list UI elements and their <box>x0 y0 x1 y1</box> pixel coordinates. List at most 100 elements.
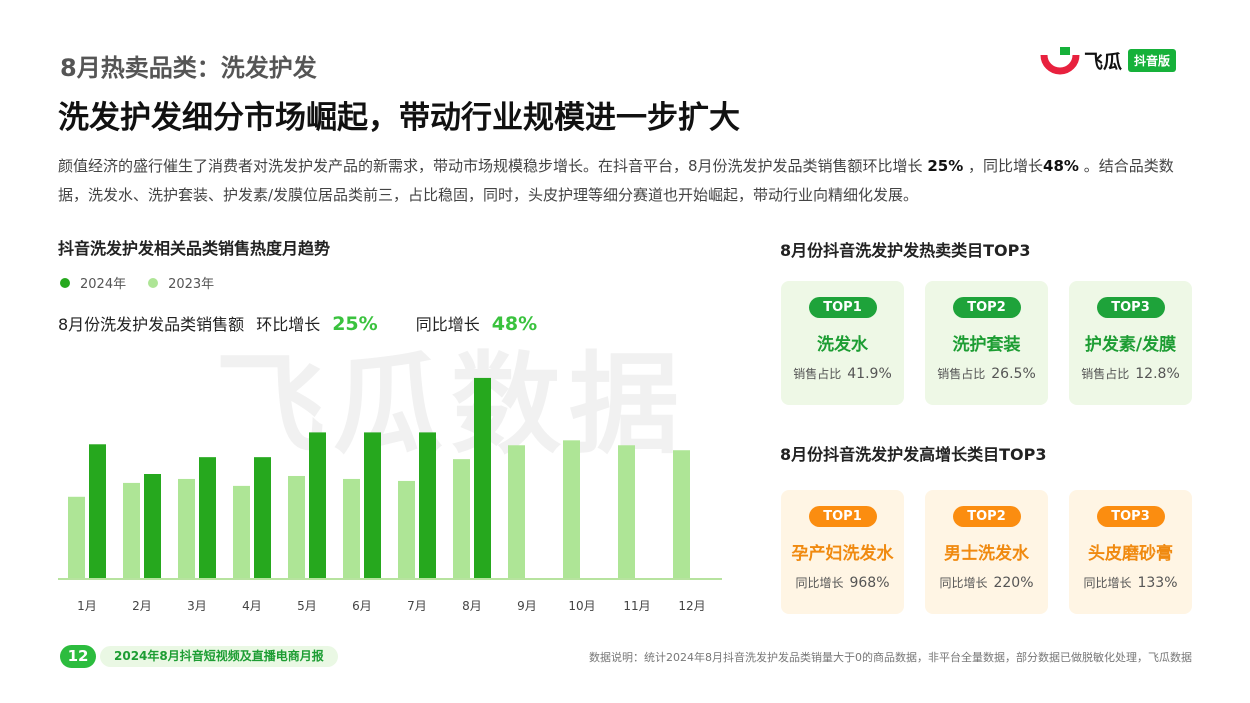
section-label: 8月热卖品类：洗发护发 <box>60 54 317 82</box>
x-tick-label: 7月 <box>407 599 427 613</box>
x-tick-label: 5月 <box>297 599 317 613</box>
bar-2023-7 <box>398 480 415 578</box>
intro-text-3: 。结合品类数据，洗发水、洗护套装、护发素/发膜位居品类前三，占比稳固，同时，头皮… <box>58 157 1174 204</box>
legend-swatch-2023 <box>148 277 159 288</box>
bar-2023-5 <box>288 475 305 578</box>
bar-2023-3 <box>178 478 195 578</box>
rank-badge: TOP2 <box>952 297 1021 318</box>
logo-text: 飞瓜 <box>1084 50 1123 73</box>
category-stat: 同比增长 133% <box>1069 574 1192 591</box>
category-name: 洗发水 <box>817 335 868 355</box>
bar-2024-1 <box>89 444 106 578</box>
category-name: 男士洗发水 <box>944 544 1029 564</box>
category-stat: 同比增长 968% <box>781 574 904 591</box>
intro-yoy: 48% <box>1043 157 1079 175</box>
stat-value: 220% <box>993 575 1034 591</box>
chart-title: 抖音洗发护发相关品类销售热度月趋势 <box>58 239 331 258</box>
bar-2024-8 <box>474 377 491 578</box>
bar-2023-12 <box>673 450 690 578</box>
stat-label: 销售占比 <box>1081 367 1130 381</box>
stat-label: 同比增长 <box>795 576 844 590</box>
monthly-sales-chart: 1月 2月 3月 4月 5月 6月 7月 8月 9月 10月 11月 12月 <box>58 377 722 613</box>
x-tick-label: 11月 <box>623 599 650 613</box>
stat-label: 同比增长 <box>939 576 988 590</box>
x-tick-label: 4月 <box>242 599 262 613</box>
x-tick-label: 6月 <box>352 599 372 613</box>
stat-value: 12.8% <box>1135 366 1180 382</box>
page-number: 12 <box>60 645 96 668</box>
page-title: 洗发护发细分市场崛起，带动行业规模进一步扩大 <box>58 100 740 136</box>
bar-2023-9 <box>508 445 525 578</box>
growth-top3-title: 8月份抖音洗发护发高增长类目TOP3 <box>780 445 1047 464</box>
rank-badge: TOP1 <box>808 297 877 318</box>
category-name: 洗护套装 <box>952 335 1021 355</box>
kpi-mom-value: 25% <box>332 313 378 335</box>
bar-2024-7 <box>419 432 436 578</box>
stat-label: 销售占比 <box>937 367 986 381</box>
kpi-mom-label: 环比增长 <box>256 315 321 334</box>
stat-value: 968% <box>849 575 890 591</box>
stat-label: 同比增长 <box>1083 576 1132 590</box>
bar-2023-6 <box>343 478 360 578</box>
stat-value: 133% <box>1137 575 1178 591</box>
category-stat: 销售占比 12.8% <box>1069 365 1192 382</box>
rank-badge: TOP3 <box>1096 506 1165 527</box>
intro-mom: 25% <box>927 157 964 175</box>
data-note: 数据说明：统计2024年8月抖音洗发护发品类销量大于0的商品数据，非平台全量数据… <box>589 651 1192 664</box>
stat-label: 销售占比 <box>793 367 842 381</box>
bar-2023-10 <box>563 440 580 578</box>
rank-badge: TOP3 <box>1096 297 1165 318</box>
kpi-label: 8月份洗发护发品类销售额 <box>58 315 245 334</box>
category-stat: 同比增长 220% <box>925 574 1048 591</box>
feigua-logo-icon <box>1040 47 1080 75</box>
x-tick-label: 2月 <box>132 599 152 613</box>
intro-paragraph: 颜值经济的盛行催生了消费者对洗发护发产品的新需求，带动市场规模稳步增长。在抖音平… <box>58 152 1198 210</box>
rank-badge: TOP2 <box>952 506 1021 527</box>
x-tick-label: 12月 <box>678 599 705 613</box>
bar-2023-11 <box>618 445 635 578</box>
bar-2023-4 <box>233 485 250 578</box>
category-name: 护发素/发膜 <box>1084 335 1177 355</box>
stat-value: 41.9% <box>847 366 892 382</box>
bar-2024-4 <box>254 457 271 578</box>
bar-2024-2 <box>144 474 161 578</box>
rank-badge: TOP1 <box>808 506 877 527</box>
bar-2024-6 <box>364 432 381 578</box>
legend-item-2023: 2023年 <box>148 273 214 292</box>
legend-label-2024: 2024年 <box>80 277 127 292</box>
bar-2024-5 <box>309 432 326 578</box>
logo-badge: 抖音版 <box>1128 48 1177 72</box>
bar-2023-8 <box>453 459 470 578</box>
brand-logo: 飞瓜 抖音版 <box>1040 45 1177 75</box>
hot-card-top3: TOP3 护发素/发膜 销售占比 12.8% <box>1069 281 1192 405</box>
growth-card-top2: TOP2 男士洗发水 同比增长 220% <box>925 490 1048 614</box>
kpi-yoy-label: 同比增长 <box>415 315 480 334</box>
kpi-yoy-value: 48% <box>491 313 538 335</box>
intro-text-1: 颜值经济的盛行催生了消费者对洗发护发产品的新需求，带动市场规模稳步增长。在抖音平… <box>58 157 928 175</box>
stat-value: 26.5% <box>991 366 1036 382</box>
category-stat: 销售占比 26.5% <box>925 365 1048 382</box>
bar-2024-3 <box>199 457 216 578</box>
x-tick-label: 1月 <box>77 599 97 613</box>
bar-2023-1 <box>68 496 85 578</box>
x-tick-label: 9月 <box>517 599 537 613</box>
hot-card-top1: TOP1 洗发水 销售占比 41.9% <box>781 281 904 405</box>
category-name: 孕产妇洗发水 <box>791 544 894 564</box>
legend-item-2024: 2024年 <box>60 273 126 292</box>
chart-legend: 2024年 2023年 <box>60 273 236 292</box>
x-tick-label: 8月 <box>462 599 482 613</box>
intro-text-2: ，同比增长 <box>963 157 1044 175</box>
hot-top3-title: 8月份抖音洗发护发热卖类目TOP3 <box>780 241 1031 260</box>
growth-card-top3: TOP3 头皮磨砂膏 同比增长 133% <box>1069 490 1192 614</box>
kpi-row: 8月份洗发护发品类销售额 环比增长 25% 同比增长 48% <box>58 311 537 335</box>
report-title: 2024年8月抖音短视频及直播电商月报 <box>100 646 338 667</box>
bar-2023-2 <box>123 482 140 578</box>
x-tick-label: 10月 <box>568 599 595 613</box>
legend-swatch-2024 <box>60 277 70 288</box>
category-stat: 销售占比 41.9% <box>781 365 904 382</box>
hot-card-top2: TOP2 洗护套装 销售占比 26.5% <box>925 281 1048 405</box>
legend-label-2023: 2023年 <box>168 277 215 292</box>
growth-card-top1: TOP1 孕产妇洗发水 同比增长 968% <box>781 490 904 614</box>
category-name: 头皮磨砂膏 <box>1088 544 1173 564</box>
x-tick-label: 3月 <box>187 599 207 613</box>
